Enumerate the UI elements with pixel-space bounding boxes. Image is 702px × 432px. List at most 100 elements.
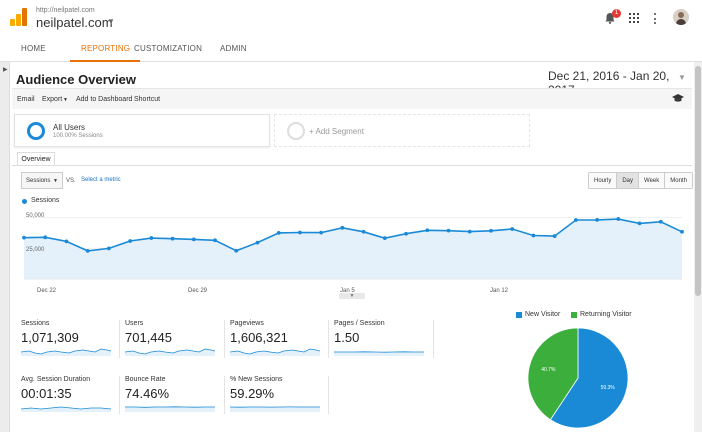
email-button[interactable]: Email — [17, 96, 35, 103]
x-tick-label: Dec 29 — [188, 288, 208, 294]
data-point[interactable] — [170, 236, 175, 241]
sparkline — [125, 348, 215, 356]
granularity-week-button[interactable]: Week — [639, 173, 666, 188]
granularity-month-button[interactable]: Month — [665, 173, 692, 188]
metric-label: % New Sessions — [230, 376, 283, 383]
tab-home[interactable]: HOME — [21, 44, 46, 53]
add-segment-button[interactable]: + Add Segment — [274, 114, 530, 147]
segment-percentage: 100.00% Sessions — [53, 133, 103, 139]
tab-customization[interactable]: CUSTOMIZATION — [134, 44, 203, 53]
data-point[interactable] — [22, 235, 26, 240]
metric-value: 1,606,321 — [230, 330, 288, 345]
data-point[interactable] — [404, 231, 408, 236]
data-point[interactable] — [298, 230, 302, 235]
data-point[interactable] — [107, 246, 111, 251]
chevron-down-icon[interactable]: ▼ — [678, 73, 686, 82]
data-point[interactable] — [658, 219, 663, 224]
chevron-down-icon[interactable]: ▼ — [63, 97, 68, 103]
divider — [433, 320, 434, 358]
data-point[interactable] — [616, 217, 621, 221]
metric-card-avg-session-duration[interactable]: Avg. Session Duration 00:01:35 — [12, 374, 116, 414]
data-point[interactable] — [510, 227, 515, 231]
legend-label: New Visitor — [525, 311, 561, 318]
data-point[interactable] — [340, 225, 345, 230]
data-point[interactable] — [128, 239, 133, 243]
data-point[interactable] — [531, 233, 536, 238]
sparkline — [334, 351, 424, 356]
sidebar-collapse-strip[interactable]: ▶ — [0, 62, 10, 432]
visitor-pie-chart[interactable]: 59.3% 40.7% — [526, 326, 630, 430]
metric-label: Users — [125, 320, 144, 327]
data-point[interactable] — [467, 229, 472, 234]
tab-admin[interactable]: ADMIN — [220, 44, 247, 53]
top-bar: http://neilpatel.com neilpatel.com ▼ 1 — [0, 0, 702, 36]
metric-value: 00:01:35 — [21, 386, 72, 401]
tab-overview[interactable]: Overview — [17, 152, 55, 166]
tab-reporting[interactable]: REPORTING — [81, 44, 131, 53]
data-point[interactable] — [43, 235, 48, 240]
scrollbar[interactable] — [694, 62, 702, 432]
data-point[interactable] — [637, 221, 642, 226]
notification-badge: 1 — [612, 9, 621, 18]
data-point[interactable] — [213, 238, 217, 243]
metric-select[interactable]: Sessions ▼ — [21, 172, 63, 189]
scrollbar-thumb[interactable] — [695, 66, 701, 296]
data-point[interactable] — [425, 228, 430, 233]
segment-all-users[interactable]: All Users 100.00% Sessions — [14, 114, 270, 147]
data-point[interactable] — [595, 218, 599, 222]
metric-card-bounce-rate[interactable]: Bounce Rate 74.46% — [116, 374, 220, 414]
pie-slice-label: 40.7% — [541, 367, 556, 373]
shortcut-button[interactable]: Shortcut — [134, 96, 161, 103]
metric-card-sessions[interactable]: Sessions 1,071,309 — [12, 318, 116, 358]
metric-label: Bounce Rate — [125, 376, 166, 383]
data-point[interactable] — [64, 239, 69, 244]
metric-card-pageviews[interactable]: Pageviews 1,606,321 — [221, 318, 325, 358]
add-to-dashboard-button[interactable]: Add to Dashboard — [76, 96, 133, 103]
data-point[interactable] — [361, 229, 366, 234]
metric-card-new-sessions[interactable]: % New Sessions 59.29% — [221, 374, 325, 414]
data-point[interactable] — [680, 229, 684, 234]
pie-slice[interactable] — [549, 327, 629, 429]
apps-grid-icon[interactable] — [629, 13, 639, 23]
site-url: http://neilpatel.com — [36, 7, 95, 14]
data-point[interactable] — [149, 236, 154, 240]
segment-bar: All Users 100.00% Sessions + Add Segment — [12, 113, 692, 151]
data-point[interactable] — [319, 230, 324, 235]
expand-arrow-icon[interactable]: ▶ — [3, 67, 8, 73]
data-point[interactable] — [573, 218, 578, 222]
data-point[interactable] — [191, 237, 196, 242]
data-point[interactable] — [276, 230, 281, 235]
x-tick-label: Jan 12 — [490, 288, 509, 294]
avatar[interactable] — [673, 9, 689, 25]
data-point[interactable] — [382, 236, 387, 241]
data-point[interactable] — [85, 248, 90, 253]
analytics-logo-icon[interactable] — [10, 8, 28, 26]
legend-marker — [22, 199, 27, 204]
export-button[interactable]: Export — [42, 96, 63, 103]
main-nav: HOME REPORTING CUSTOMIZATION ADMIN — [0, 36, 702, 62]
sparkline — [125, 406, 215, 412]
granularity-day-button[interactable]: Day — [617, 173, 640, 188]
data-point[interactable] — [446, 228, 451, 233]
pie-slice[interactable] — [527, 327, 579, 421]
metric-select-value: Sessions — [26, 178, 51, 184]
data-point[interactable] — [255, 240, 260, 245]
graduation-cap-icon[interactable] — [672, 94, 684, 102]
chart-resize-handle[interactable]: ▼ — [339, 293, 365, 299]
data-point[interactable] — [489, 228, 493, 233]
select-metric-link[interactable]: Select a metric — [81, 177, 121, 183]
metric-card-users[interactable]: Users 701,445 — [116, 318, 220, 358]
legend-swatch — [516, 312, 522, 318]
data-point[interactable] — [552, 234, 557, 238]
y-tick-label: 25,000 — [26, 247, 45, 253]
account-selector[interactable]: neilpatel.com — [36, 15, 113, 30]
page-title: Audience Overview — [16, 72, 136, 87]
metric-label: Sessions — [21, 320, 50, 327]
sessions-chart[interactable]: 50,000 25,000 Dec 22 Dec 29 Jan 5 Jan 12 — [12, 205, 692, 295]
more-vert-icon[interactable] — [654, 13, 657, 24]
sessions-area — [24, 219, 682, 279]
metric-card-pages-per-session[interactable]: Pages / Session 1.50 — [325, 318, 429, 358]
granularity-hourly-button[interactable]: Hourly — [589, 173, 618, 188]
data-point[interactable] — [234, 248, 239, 253]
chevron-down-icon[interactable]: ▼ — [107, 17, 115, 26]
